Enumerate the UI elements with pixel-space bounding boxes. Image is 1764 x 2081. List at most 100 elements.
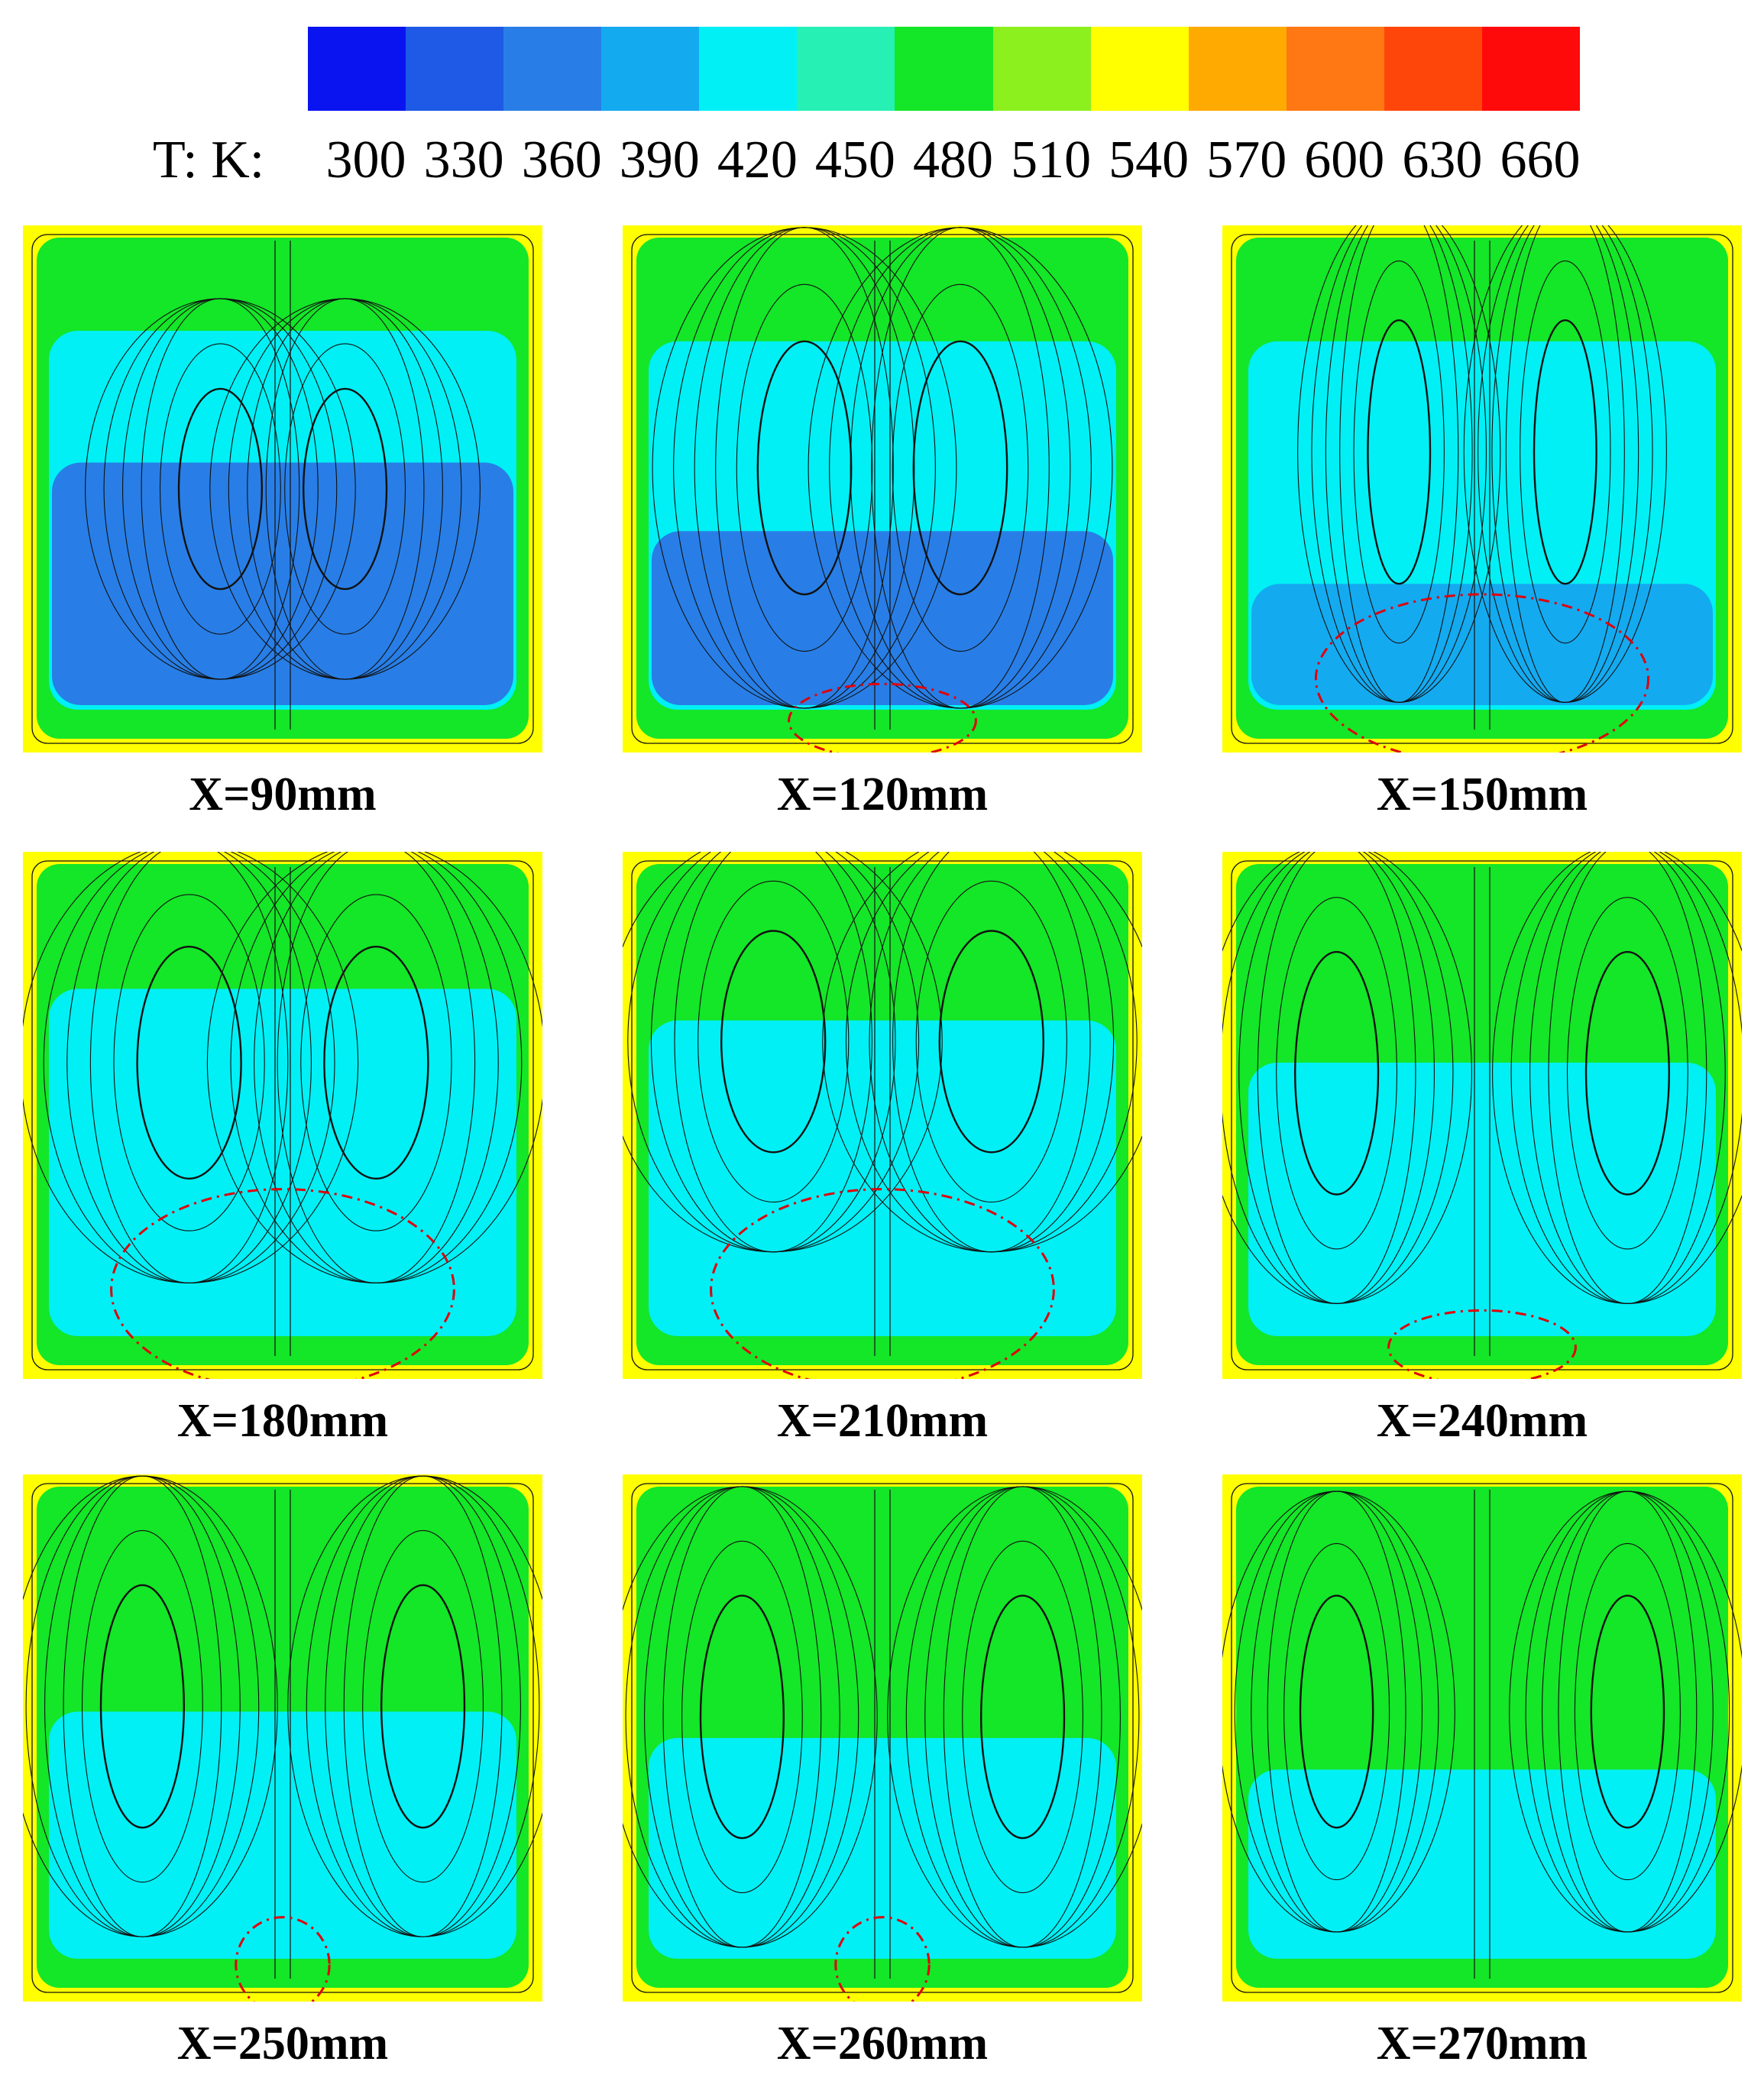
colorbar-tick-label: 330	[423, 131, 504, 189]
vortex-streamline	[380, 1584, 466, 1829]
contour-panel: X=150mm	[1222, 225, 1742, 820]
colorbar-segment	[992, 27, 1091, 111]
vortex-streamline	[1509, 1490, 1742, 1933]
panel-label: X=270mm	[1376, 2018, 1588, 2070]
contour-panel: X=120mm	[623, 225, 1142, 820]
vortex-streamline	[287, 1475, 542, 1937]
colorbar-segment	[895, 27, 993, 111]
contour-panel: X=250mm	[23, 1474, 542, 2070]
vortex-streamline	[652, 227, 957, 709]
colorbar-segment	[503, 27, 602, 111]
colorbar-tick-label: 300	[325, 131, 406, 189]
contour-band	[1248, 1769, 1716, 1959]
wall-streamline	[31, 860, 534, 1371]
vortex-streamline	[136, 945, 242, 1180]
vortex-streamline	[159, 343, 281, 635]
vortex-streamline	[720, 930, 827, 1154]
vortex-streamline	[1584, 950, 1671, 1196]
vortex-streamline	[23, 852, 359, 1283]
vortex-streamline	[209, 298, 481, 680]
contour-plot	[1222, 1474, 1742, 2002]
vortex-streamline	[1492, 852, 1742, 1304]
vortex-streamline	[822, 852, 1142, 1253]
wall-streamline	[1231, 234, 1733, 744]
panel-label: X=250mm	[176, 2018, 389, 2070]
vortex-streamline	[81, 1529, 203, 1883]
vortex-streamline	[1574, 1542, 1681, 1881]
contour-panel: X=260mm	[623, 1474, 1142, 2070]
colorbar-tick-label: 600	[1304, 131, 1385, 189]
contour-band	[649, 1020, 1116, 1336]
panel-label: X=120mm	[776, 769, 989, 820]
vortex-streamline	[177, 387, 264, 591]
colorbar-tick-label: 360	[521, 131, 602, 189]
vortex-streamline	[699, 1594, 785, 1840]
colorbar-segment	[797, 27, 895, 111]
wall-streamline	[631, 234, 1134, 744]
colorbar-ticks: 300 330 360 390 420 450 480 510 540 570 600 630 660	[317, 130, 1589, 191]
colorbar-segment	[699, 27, 798, 111]
temperature-colorbar	[308, 27, 1581, 111]
panel-label: X=240mm	[1376, 1395, 1588, 1447]
contour-plot	[1222, 225, 1742, 752]
vortex-streamline	[1566, 897, 1688, 1250]
vortex-streamline	[1276, 897, 1398, 1250]
colorbar-tick-label: 480	[913, 131, 993, 189]
colorbar-tick-label: 390	[619, 131, 700, 189]
vortex-streamline	[938, 930, 1044, 1154]
vortex-streamline	[1520, 261, 1611, 644]
contour-plot	[623, 852, 1142, 1379]
colorbar-tick-label: 450	[814, 131, 895, 189]
colorbar-segment	[406, 27, 504, 111]
colorbar-segment	[601, 27, 700, 111]
colorbar-tick-label: 420	[717, 131, 798, 189]
vortex-streamline	[623, 852, 943, 1253]
panel-label: X=180mm	[176, 1395, 389, 1447]
panel-label: X=210mm	[776, 1395, 989, 1447]
wall-streamline	[31, 1483, 534, 1993]
contour-plot	[23, 225, 542, 752]
colorbar-segment	[1481, 27, 1581, 111]
vortex-streamline	[756, 340, 853, 596]
vortex-streamline	[284, 343, 406, 635]
vortex-streamline	[1590, 1594, 1665, 1829]
contour-band	[1248, 1063, 1716, 1336]
contour-panel: X=210mm	[623, 852, 1142, 1447]
wall-streamline	[631, 860, 1134, 1371]
colorbar-segment	[1090, 27, 1189, 111]
vortex-streamline	[1463, 225, 1667, 703]
colorbar-segment	[1384, 27, 1482, 111]
contour-band	[49, 989, 516, 1336]
colorbar-segment	[308, 27, 406, 111]
contour-panel: X=270mm	[1222, 1474, 1742, 2070]
vortex-streamline	[1299, 1594, 1374, 1829]
contour-band	[1251, 584, 1713, 705]
contour-plot	[23, 1474, 542, 2002]
vortex-streamline	[1533, 319, 1597, 585]
wall-streamline	[1231, 860, 1733, 1371]
vortex-streamline	[892, 283, 1029, 652]
colorbar-segment	[1286, 27, 1384, 111]
contour-band	[652, 531, 1113, 705]
vortex-streamline	[303, 387, 388, 591]
contour-band	[649, 1738, 1116, 1959]
colorbar-segment	[1188, 27, 1287, 111]
secondary-vortex-highlight	[1387, 1309, 1577, 1379]
vortex-streamline	[1353, 261, 1445, 644]
panel-label: X=260mm	[776, 2018, 989, 2070]
contour-plot	[623, 225, 1142, 752]
vortex-streamline	[681, 1540, 803, 1894]
colorbar-tick-label: 660	[1500, 131, 1581, 189]
vortex-streamline	[979, 1594, 1066, 1840]
wall-streamline	[631, 1483, 1134, 1993]
colorbar-tick-label: 510	[1011, 131, 1092, 189]
wall-streamline	[31, 234, 534, 744]
contour-plot	[23, 852, 542, 1379]
contour-band	[49, 1711, 516, 1959]
colorbar-tick-label: 540	[1109, 131, 1189, 189]
vortex-streamline	[736, 283, 873, 652]
vortex-streamline	[915, 880, 1067, 1203]
vortex-streamline	[23, 1475, 278, 1937]
vortex-streamline	[1283, 1542, 1390, 1881]
contour-panel: X=90mm	[23, 225, 542, 820]
